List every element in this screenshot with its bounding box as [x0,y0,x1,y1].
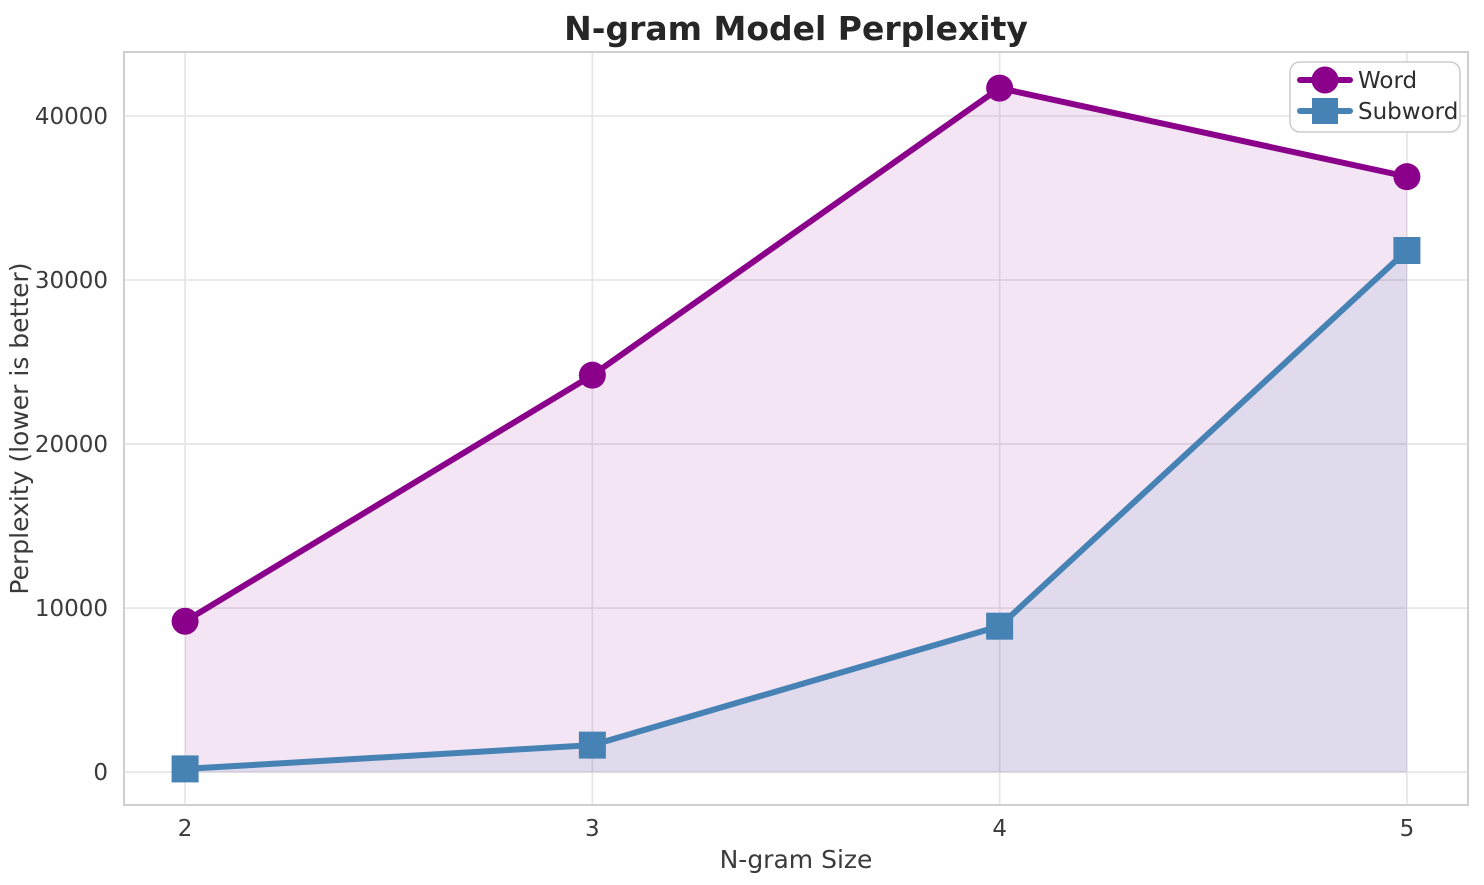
subword-marker [986,612,1014,640]
y-tick-label: 0 [93,760,108,786]
x-tick-label: 5 [1400,816,1415,842]
y-tick-label: 30000 [35,268,108,294]
legend-entry-label: Subword [1358,99,1458,125]
area-fills [185,88,1407,773]
x-tick-label: 4 [992,816,1007,842]
subword-marker [578,731,606,759]
subword-marker [171,755,199,783]
y-tick-label: 40000 [35,104,108,130]
subword-area-fill [185,250,1407,773]
y-tick-label: 10000 [35,596,108,622]
legend-circle-marker [1311,66,1339,94]
subword-marker [1393,237,1421,265]
chart-title: N-gram Model Perplexity [564,9,1028,48]
word-marker [578,361,606,389]
y-axis-label: Perplexity (lower is better) [5,262,34,594]
word-line [182,85,1410,625]
word-marker [171,607,199,635]
subword-line [182,247,1410,772]
data-point-markers [171,74,1421,783]
x-axis-label: N-gram Size [720,845,873,874]
axis-tick-labels: 0 10000 20000 30000 40000 2 3 4 5 [35,104,1414,842]
x-tick-label: 2 [178,816,193,842]
plot-border [123,51,1469,806]
legend-entry-label: Word [1358,68,1417,94]
gridlines [124,52,1468,805]
x-tick-label: 3 [585,816,600,842]
legend-square-marker [1312,98,1338,124]
legend: Word Subword [1289,61,1461,133]
word-area-fill [185,88,1407,773]
series-lines [182,85,1410,772]
word-marker [1393,163,1421,191]
word-marker [986,74,1014,102]
y-tick-label: 20000 [35,432,108,458]
